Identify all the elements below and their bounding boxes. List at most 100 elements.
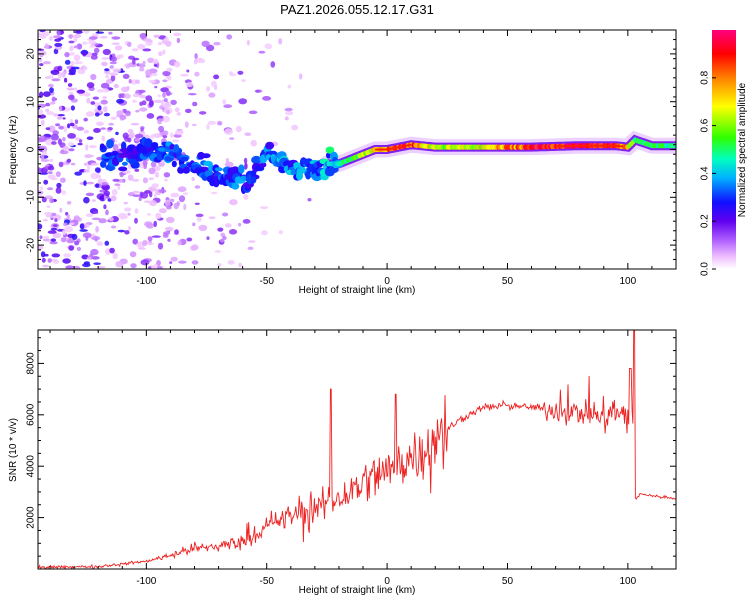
- noise-blob: [193, 58, 198, 65]
- noise-blob: [244, 132, 252, 136]
- noise-blob: [68, 148, 75, 152]
- noise-blob: [76, 126, 85, 131]
- noise-blob: [158, 51, 163, 57]
- noise-blob: [95, 31, 105, 34]
- noise-blob: [174, 61, 181, 68]
- spectrogram-ylabel: Frequency (Hz): [8, 116, 19, 185]
- ridge-blob: [106, 139, 114, 149]
- noise-blob: [68, 91, 74, 95]
- noise-blob: [139, 67, 145, 72]
- noise-blob: [162, 92, 166, 98]
- noise-blob: [135, 79, 141, 84]
- noise-blob: [109, 61, 117, 65]
- noise-blob: [140, 192, 149, 199]
- noise-blob: [255, 89, 260, 93]
- noise-blob: [285, 111, 294, 116]
- noise-blob: [150, 161, 157, 168]
- noise-blob: [134, 168, 140, 172]
- noise-blob: [94, 112, 100, 117]
- noise-blob: [157, 94, 161, 98]
- noise-blob: [116, 110, 124, 116]
- noise-blob: [307, 198, 312, 202]
- ridge-blob: [173, 144, 180, 153]
- noise-blob: [166, 206, 172, 210]
- noise-blob: [68, 34, 73, 39]
- noise-blob: [101, 61, 108, 67]
- noise-blob: [142, 177, 148, 184]
- noise-blob: [155, 212, 162, 220]
- noise-blob: [122, 108, 127, 112]
- noise-blob: [150, 134, 154, 140]
- noise-blob: [122, 132, 129, 140]
- noise-blob: [228, 229, 238, 235]
- noise-blob: [99, 35, 108, 39]
- noise-blob: [84, 162, 88, 166]
- noise-blob: [145, 95, 153, 102]
- noise-blob: [123, 201, 128, 205]
- snr-xlabel: Height of straight line (km): [299, 585, 416, 596]
- noise-blob: [111, 42, 120, 45]
- ridge-blob: [268, 150, 278, 156]
- noise-blob: [90, 73, 97, 81]
- noise-blob: [57, 114, 65, 117]
- noise-blob: [73, 45, 79, 49]
- noise-blob: [78, 139, 83, 143]
- noise-blob: [169, 198, 175, 203]
- noise-blob: [88, 36, 98, 40]
- noise-blob: [153, 34, 161, 38]
- noise-blob: [182, 192, 189, 196]
- noise-blob: [169, 132, 174, 138]
- noise-blob: [194, 71, 200, 77]
- noise-blob: [82, 66, 88, 71]
- noise-blob: [40, 119, 45, 127]
- ridge-blob: [201, 153, 211, 159]
- noise-blob: [85, 213, 94, 217]
- noise-blob: [165, 216, 175, 224]
- noise-blob: [109, 72, 119, 76]
- noise-blob: [116, 54, 124, 59]
- noise-blob: [224, 223, 232, 228]
- noise-blob: [102, 96, 107, 99]
- noise-blob: [145, 41, 153, 46]
- noise-blob: [101, 135, 105, 142]
- noise-blob: [90, 162, 99, 166]
- noise-blob: [110, 75, 116, 82]
- noise-blob: [217, 263, 222, 267]
- noise-blob: [244, 162, 248, 170]
- noise-blob: [38, 32, 43, 38]
- noise-blob: [83, 196, 90, 204]
- noise-blob: [38, 223, 43, 230]
- figure-title: PAZ1.2026.055.12.17.G31: [280, 2, 434, 17]
- noise-blob: [61, 71, 66, 78]
- noise-blob: [64, 59, 71, 65]
- snr-plot-area: [38, 330, 676, 569]
- noise-blob: [96, 241, 104, 247]
- ridge-blob: [325, 146, 335, 154]
- noise-blob: [67, 83, 73, 87]
- noise-blob: [83, 169, 90, 173]
- noise-blob: [66, 214, 70, 219]
- noise-blob: [243, 157, 248, 164]
- noise-blob: [50, 227, 58, 231]
- noise-blob: [50, 238, 56, 242]
- noise-blob: [237, 70, 244, 75]
- noise-blob: [63, 253, 72, 258]
- noise-blob: [92, 96, 100, 100]
- noise-blob: [44, 212, 53, 215]
- noise-blob: [114, 183, 121, 186]
- noise-blob: [299, 73, 303, 80]
- noise-blob: [107, 198, 112, 202]
- noise-blob: [110, 116, 117, 120]
- noise-blob: [96, 121, 104, 126]
- noise-blob: [162, 79, 168, 83]
- noise-blob: [113, 83, 119, 89]
- noise-blob: [47, 174, 56, 180]
- noise-blob: [134, 208, 139, 214]
- noise-blob: [124, 230, 130, 235]
- noise-blob: [108, 122, 115, 126]
- noise-blob: [164, 226, 174, 232]
- noise-blob: [39, 186, 44, 191]
- snr-frame: [37, 329, 677, 570]
- noise-blob: [55, 187, 62, 194]
- noise-blob: [148, 177, 154, 181]
